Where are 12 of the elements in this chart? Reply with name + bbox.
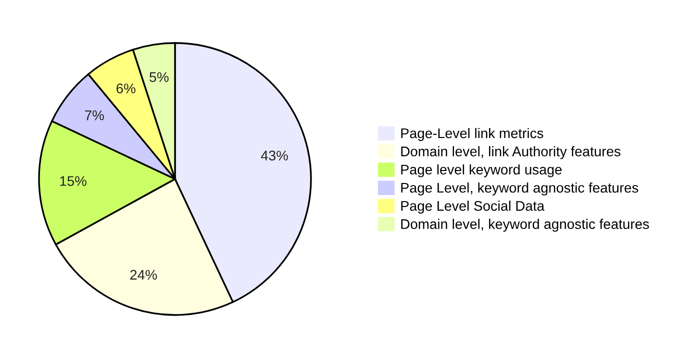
data-label: 24%	[130, 270, 157, 280]
data-label: 5%	[150, 72, 169, 82]
legend-label: Page Level Social Data	[401, 200, 545, 214]
data-label: 7%	[85, 110, 104, 120]
legend-label: Page-Level link metrics	[401, 128, 544, 141]
data-label: 43%	[260, 150, 288, 160]
legend-label: Domain level, keyword agnostic features	[401, 218, 649, 232]
legend-label: Page level keyword usage	[401, 164, 562, 178]
legend-label: Domain level, link Authority features	[401, 146, 620, 160]
data-label: 15%	[60, 176, 86, 186]
legend-label: Page Level, keyword agnostic features	[401, 182, 638, 196]
data-label: 6%	[116, 84, 136, 94]
